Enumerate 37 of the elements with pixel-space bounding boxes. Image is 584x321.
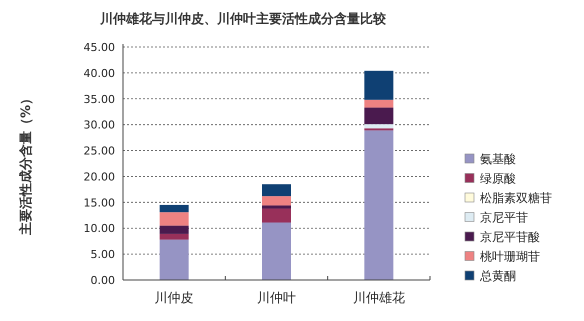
legend-label: 京尼平苷酸	[480, 230, 540, 244]
x-tick-label: 川仲叶	[257, 291, 296, 306]
y-tick-label: 25.00	[84, 144, 115, 158]
legend-label: 氨基酸	[480, 152, 516, 166]
bar	[160, 234, 189, 240]
bar	[262, 196, 291, 206]
y-tick-label: 40.00	[84, 66, 115, 80]
x-tick-label: 川仲皮	[154, 291, 194, 306]
bar	[364, 100, 394, 108]
y-tick-label: 10.00	[84, 222, 115, 236]
y-tick-label: 45.00	[84, 41, 115, 54]
y-tick-label: 35.00	[84, 92, 115, 106]
bar	[364, 124, 394, 128]
legend-label: 桃叶珊瑚苷	[480, 250, 540, 264]
x-tick-label: 川仲雄花	[352, 291, 405, 306]
bar	[262, 205, 291, 209]
bar	[364, 130, 394, 280]
bar	[160, 240, 189, 280]
y-tick-label: 15.00	[84, 196, 115, 210]
bar	[160, 204, 189, 212]
legend-label: 总黄酮	[479, 269, 516, 283]
legend-label: 松脂素双糖苷	[480, 191, 552, 205]
y-axis-title: 主要活性成分含量（%）	[18, 92, 34, 236]
bar	[364, 108, 394, 124]
y-tick-label: 5.00	[90, 248, 115, 262]
y-tick-label: 20.00	[84, 170, 115, 184]
chart-title: 川仲雄花与川仲皮、川仲叶主要活性成分含量比较	[99, 11, 387, 27]
y-tick-label: 30.00	[84, 118, 115, 132]
y-tick-label: 0.00	[90, 274, 115, 287]
bar	[160, 212, 189, 226]
legend-label: 京尼平苷	[480, 210, 528, 224]
bar	[160, 226, 189, 234]
bar	[262, 222, 291, 280]
bar	[364, 70, 394, 100]
bar	[262, 208, 291, 223]
bar	[262, 184, 291, 196]
legend-label: 绿原酸	[480, 172, 516, 186]
